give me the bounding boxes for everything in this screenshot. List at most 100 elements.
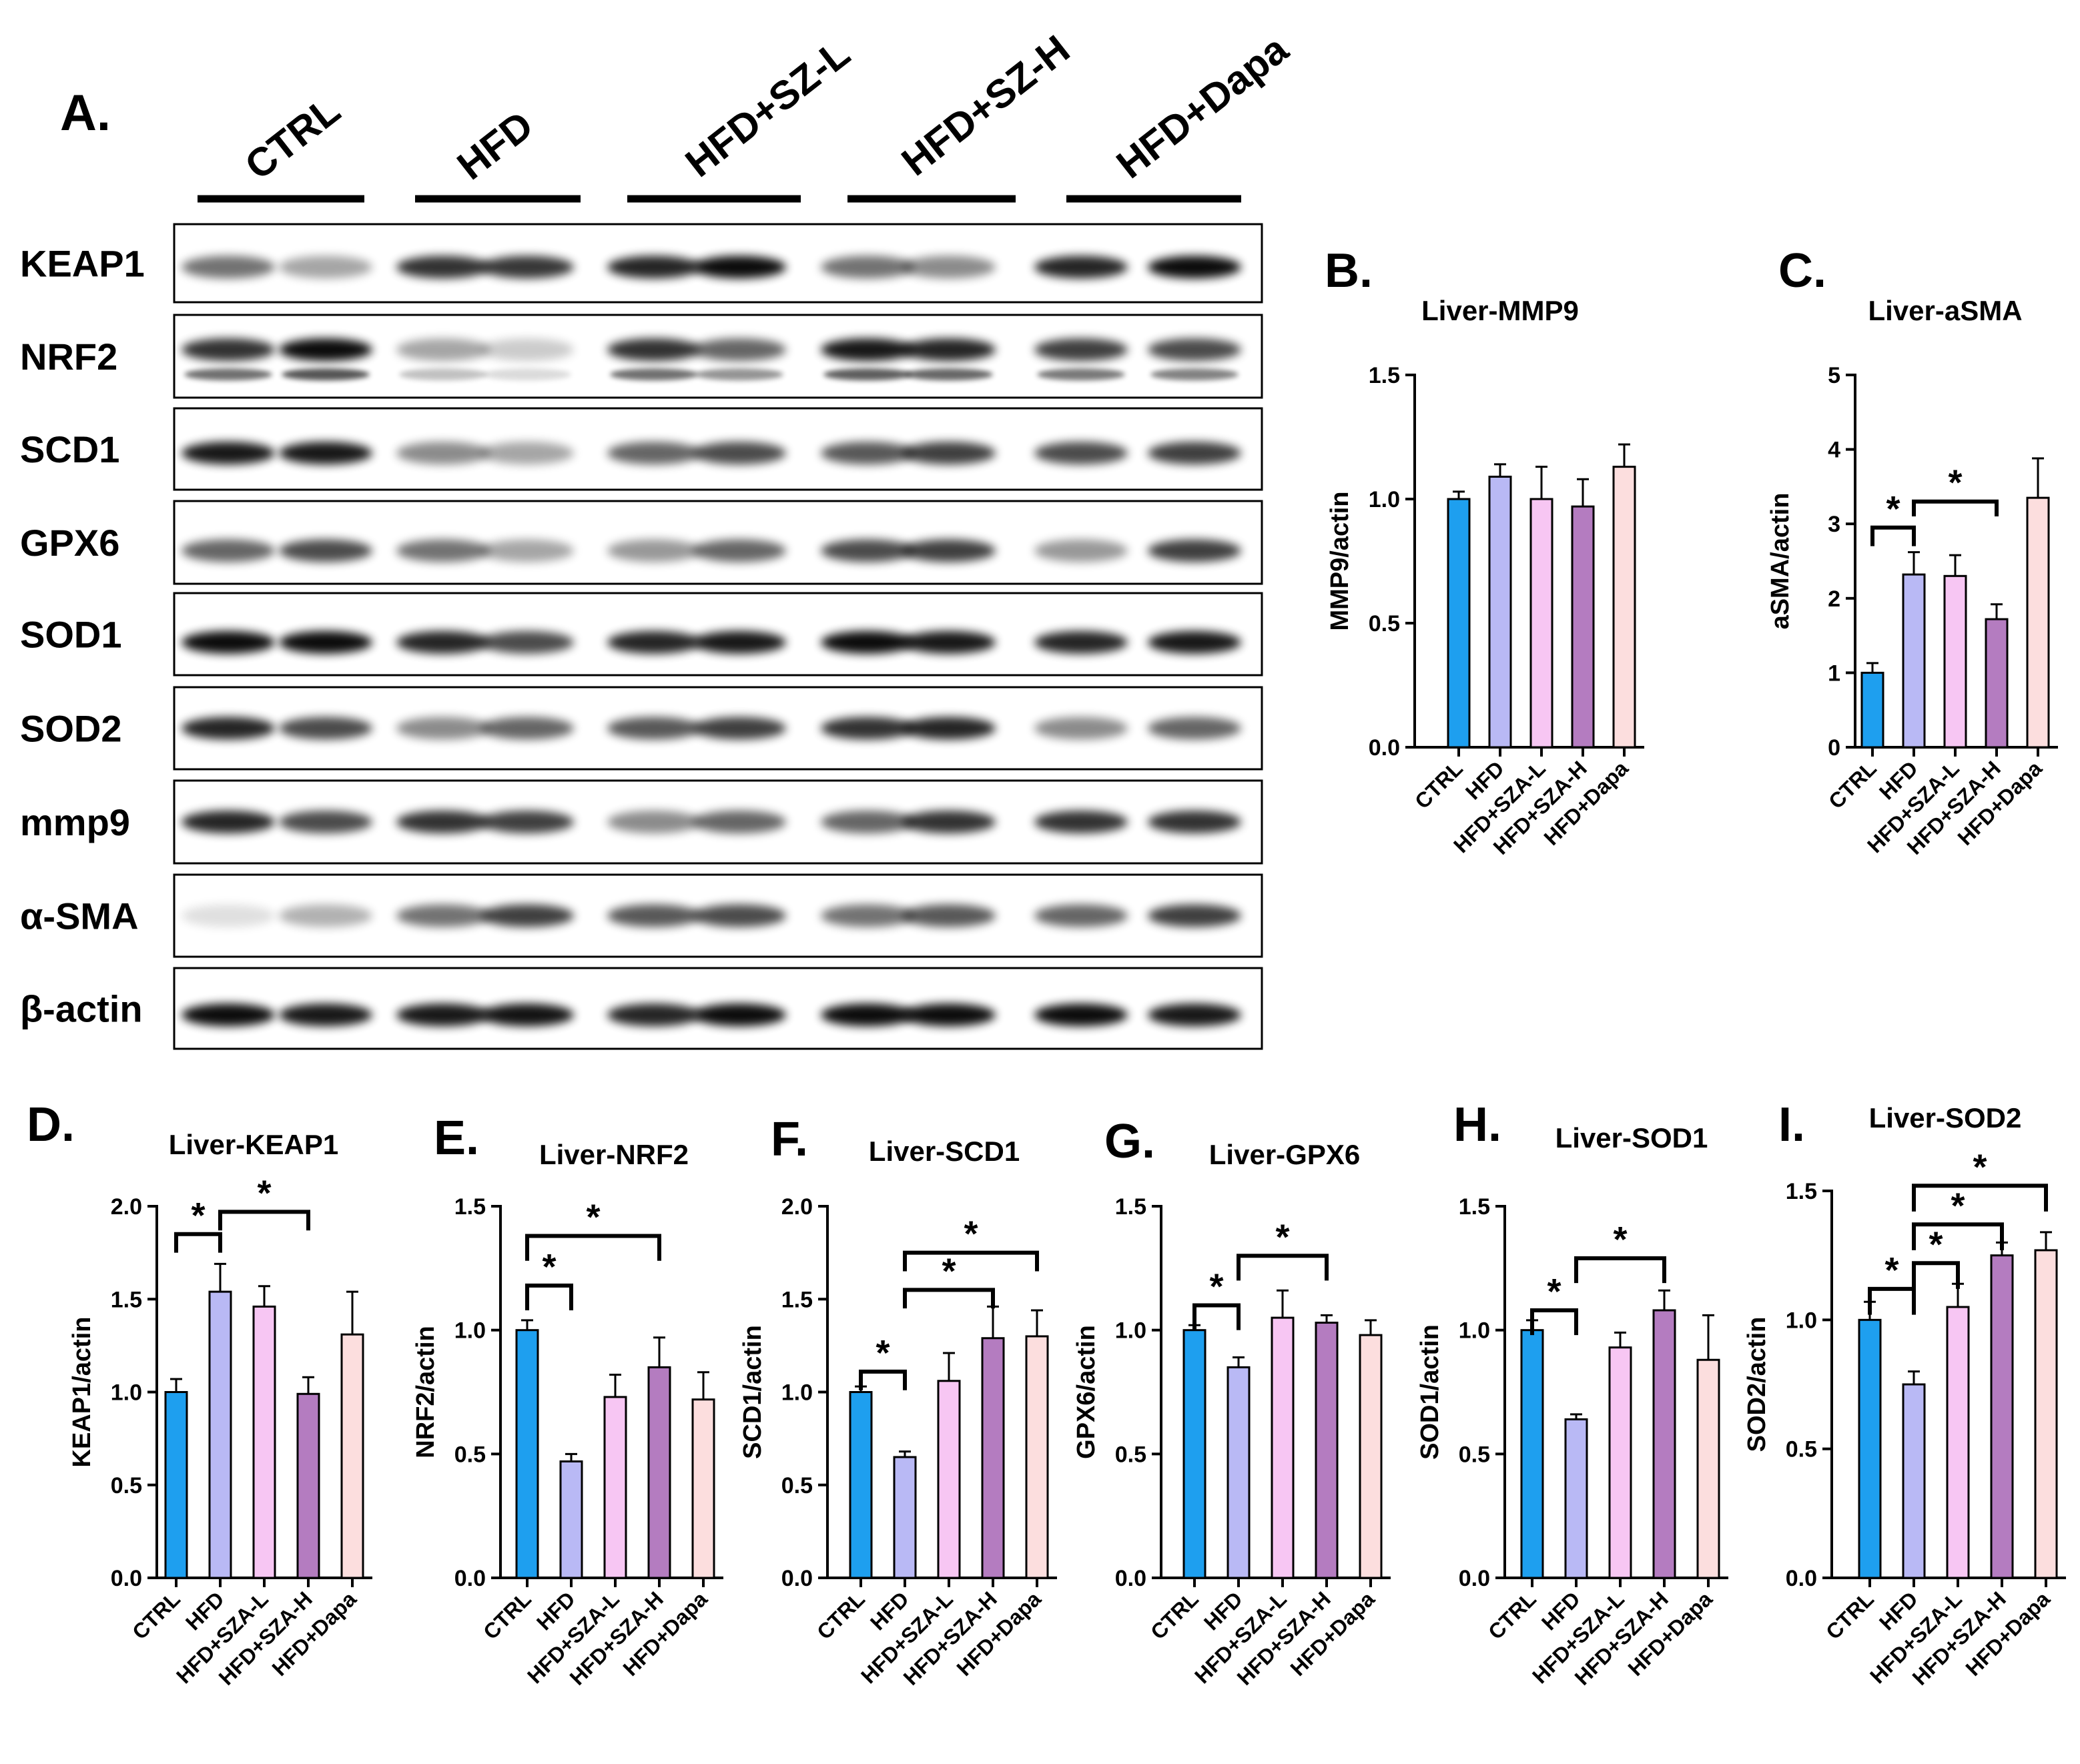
blot-bands-5 bbox=[182, 717, 1241, 740]
y-tick-label-G-3: 1.5 bbox=[1115, 1194, 1146, 1220]
band bbox=[821, 442, 914, 465]
bar-C-2 bbox=[1943, 574, 1967, 749]
x-tick-label-G-0: CTRL bbox=[1146, 1587, 1203, 1644]
band bbox=[1148, 539, 1241, 562]
blot-row-0: KEAP1 bbox=[20, 223, 1263, 304]
band bbox=[905, 368, 993, 381]
band bbox=[1037, 368, 1125, 381]
band bbox=[279, 539, 372, 562]
sig-bracket-G-0 bbox=[1192, 1303, 1241, 1330]
blot-label-5: SOD2 bbox=[20, 708, 122, 750]
bar-D-2 bbox=[252, 1305, 276, 1579]
chart-H: H. Liver-SOD10.00.51.01.5SOD1/actinCTRLHF… bbox=[1416, 1098, 1728, 1690]
blot-label-2: SCD1 bbox=[20, 428, 119, 470]
y-tick-label-C-0: 0 bbox=[1828, 735, 1840, 761]
band bbox=[279, 442, 372, 465]
band bbox=[902, 442, 996, 465]
x-tick-label-H-0: CTRL bbox=[1483, 1587, 1541, 1644]
band bbox=[396, 539, 490, 562]
band bbox=[182, 904, 275, 927]
band bbox=[396, 904, 490, 927]
sig-star-I-3: * bbox=[1973, 1147, 1987, 1187]
bar-I-1 bbox=[1902, 1383, 1926, 1579]
band bbox=[396, 1003, 490, 1027]
band bbox=[480, 539, 574, 562]
band bbox=[693, 904, 786, 927]
y-label-G: GPX6/actin bbox=[1072, 1325, 1100, 1459]
bar-F-2 bbox=[937, 1380, 961, 1579]
band bbox=[279, 1003, 372, 1027]
sig-bracket-H-1 bbox=[1574, 1256, 1666, 1284]
band bbox=[279, 338, 372, 362]
band bbox=[1034, 904, 1128, 927]
band bbox=[695, 368, 783, 381]
chart-E: E. Liver-NRF20.00.51.01.5NRF2/actinCTRLHF… bbox=[412, 1112, 723, 1690]
y-tick-label-I-2: 1.0 bbox=[1786, 1308, 1817, 1333]
sig-star-F-0: * bbox=[876, 1333, 890, 1373]
band bbox=[1034, 811, 1128, 833]
y-tick-label-H-0: 0.0 bbox=[1459, 1566, 1490, 1591]
band bbox=[1148, 442, 1241, 465]
band bbox=[396, 338, 490, 362]
band bbox=[396, 717, 490, 740]
band bbox=[902, 338, 996, 362]
band bbox=[607, 256, 701, 279]
sig-star-H-1: * bbox=[1613, 1220, 1627, 1260]
bar-I-0 bbox=[1858, 1318, 1882, 1579]
panel-label-C: C. bbox=[1778, 244, 1826, 298]
y-label-I: SOD2/actin bbox=[1743, 1317, 1771, 1452]
bar-G-1 bbox=[1227, 1366, 1251, 1579]
sig-star-C-0: * bbox=[1886, 489, 1900, 529]
band bbox=[1148, 811, 1241, 833]
sig-star-E-0: * bbox=[542, 1247, 556, 1287]
band bbox=[821, 338, 914, 362]
sig-bracket-C-0 bbox=[1870, 525, 1916, 546]
bar-H-2 bbox=[1608, 1346, 1632, 1579]
y-tick-label-D-0: 0.0 bbox=[111, 1566, 142, 1591]
band bbox=[182, 338, 275, 362]
band bbox=[483, 368, 571, 381]
band bbox=[279, 630, 372, 654]
band bbox=[610, 368, 698, 381]
band bbox=[693, 442, 786, 465]
band bbox=[182, 717, 275, 740]
bar-D-3 bbox=[296, 1392, 320, 1579]
chart-title-B: Liver-MMP9 bbox=[1421, 295, 1579, 326]
y-tick-label-C-5: 5 bbox=[1828, 363, 1840, 388]
sig-star-F-1: * bbox=[942, 1251, 956, 1291]
band bbox=[1034, 1003, 1128, 1027]
chart-G: G. Liver-GPX60.00.51.01.5GPX6/actinCTRLHF… bbox=[1072, 1115, 1391, 1690]
bar-E-2 bbox=[603, 1396, 627, 1579]
bar-H-4 bbox=[1696, 1358, 1720, 1579]
blot-row-4: SOD1 bbox=[20, 592, 1263, 677]
band bbox=[182, 539, 275, 562]
blot-bands-8 bbox=[182, 1003, 1241, 1027]
y-tick-label-C-1: 1 bbox=[1828, 660, 1840, 686]
sig-bracket-E-0 bbox=[525, 1283, 573, 1310]
band bbox=[902, 904, 996, 927]
bar-G-0 bbox=[1182, 1329, 1206, 1579]
band bbox=[821, 1003, 914, 1027]
band bbox=[279, 904, 372, 927]
y-tick-label-G-0: 0.0 bbox=[1115, 1566, 1146, 1591]
band bbox=[693, 717, 786, 740]
chart-title-G: Liver-GPX6 bbox=[1209, 1139, 1360, 1170]
y-tick-label-G-1: 0.5 bbox=[1115, 1442, 1146, 1467]
bar-G-3 bbox=[1315, 1322, 1339, 1579]
band bbox=[279, 811, 372, 833]
y-tick-label-I-1: 0.5 bbox=[1786, 1437, 1817, 1462]
y-tick-label-E-0: 0.0 bbox=[454, 1566, 486, 1591]
sig-bracket-E-1 bbox=[525, 1234, 661, 1261]
y-tick-label-H-1: 0.5 bbox=[1459, 1442, 1490, 1467]
bar-B-4 bbox=[1612, 466, 1636, 749]
y-tick-label-C-2: 2 bbox=[1828, 586, 1840, 612]
band bbox=[1148, 338, 1241, 362]
band bbox=[902, 1003, 996, 1027]
bar-E-1 bbox=[559, 1460, 583, 1579]
y-tick-label-E-3: 1.5 bbox=[454, 1194, 486, 1220]
bar-F-4 bbox=[1025, 1335, 1049, 1579]
chart-title-I: Liver-SOD2 bbox=[1869, 1102, 2022, 1134]
bar-H-0 bbox=[1520, 1329, 1544, 1579]
band bbox=[480, 338, 574, 362]
x-tick-label-B-0: CTRL bbox=[1410, 756, 1467, 813]
